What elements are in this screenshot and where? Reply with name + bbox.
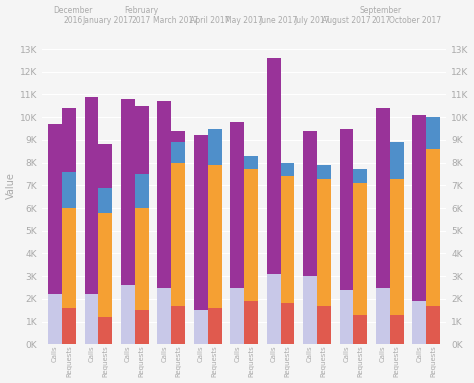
Bar (390, 142, 403, 178)
Bar (353, 183, 367, 315)
Bar (317, 178, 331, 306)
Bar (303, 276, 317, 344)
Bar (317, 306, 331, 344)
Bar (208, 129, 221, 165)
Bar (412, 301, 426, 344)
Bar (412, 115, 426, 301)
Bar (267, 58, 281, 274)
Bar (376, 108, 390, 288)
Bar (121, 99, 135, 285)
Bar (426, 117, 440, 149)
Bar (135, 208, 149, 310)
Bar (157, 288, 171, 344)
Bar (230, 288, 244, 344)
Bar (48, 295, 62, 344)
Bar (426, 306, 440, 344)
Bar (135, 106, 149, 174)
Bar (62, 308, 76, 344)
Bar (121, 285, 135, 344)
Bar (244, 156, 258, 169)
Bar (353, 169, 367, 183)
Bar (281, 163, 294, 176)
Bar (48, 124, 62, 295)
Bar (244, 301, 258, 344)
Bar (171, 306, 185, 344)
Bar (62, 172, 76, 208)
Bar (281, 176, 294, 303)
Bar (62, 108, 76, 172)
Bar (171, 131, 185, 142)
Bar (135, 174, 149, 208)
Bar (84, 97, 99, 295)
Bar (171, 163, 185, 306)
Bar (339, 129, 353, 290)
Bar (135, 310, 149, 344)
Bar (317, 165, 331, 178)
Bar (194, 310, 208, 344)
Bar (208, 308, 221, 344)
Bar (244, 169, 258, 301)
Bar (99, 213, 112, 317)
Bar (208, 165, 221, 308)
Bar (376, 288, 390, 344)
Bar (353, 315, 367, 344)
Bar (303, 131, 317, 276)
Bar (157, 101, 171, 288)
Bar (84, 295, 99, 344)
Bar (390, 178, 403, 315)
Bar (230, 122, 244, 288)
Bar (99, 317, 112, 344)
Bar (99, 188, 112, 213)
Bar (281, 303, 294, 344)
Y-axis label: Value: Value (6, 172, 16, 199)
Bar (62, 208, 76, 308)
Bar (390, 315, 403, 344)
Bar (194, 135, 208, 310)
Bar (267, 274, 281, 344)
Bar (171, 142, 185, 163)
Bar (426, 149, 440, 306)
Bar (339, 290, 353, 344)
Bar (99, 144, 112, 188)
